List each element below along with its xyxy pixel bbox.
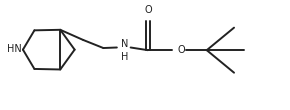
Text: O: O <box>144 5 152 15</box>
Text: H: H <box>122 52 129 62</box>
Text: O: O <box>177 45 185 55</box>
Text: HN: HN <box>7 44 22 54</box>
Text: N: N <box>122 39 129 49</box>
